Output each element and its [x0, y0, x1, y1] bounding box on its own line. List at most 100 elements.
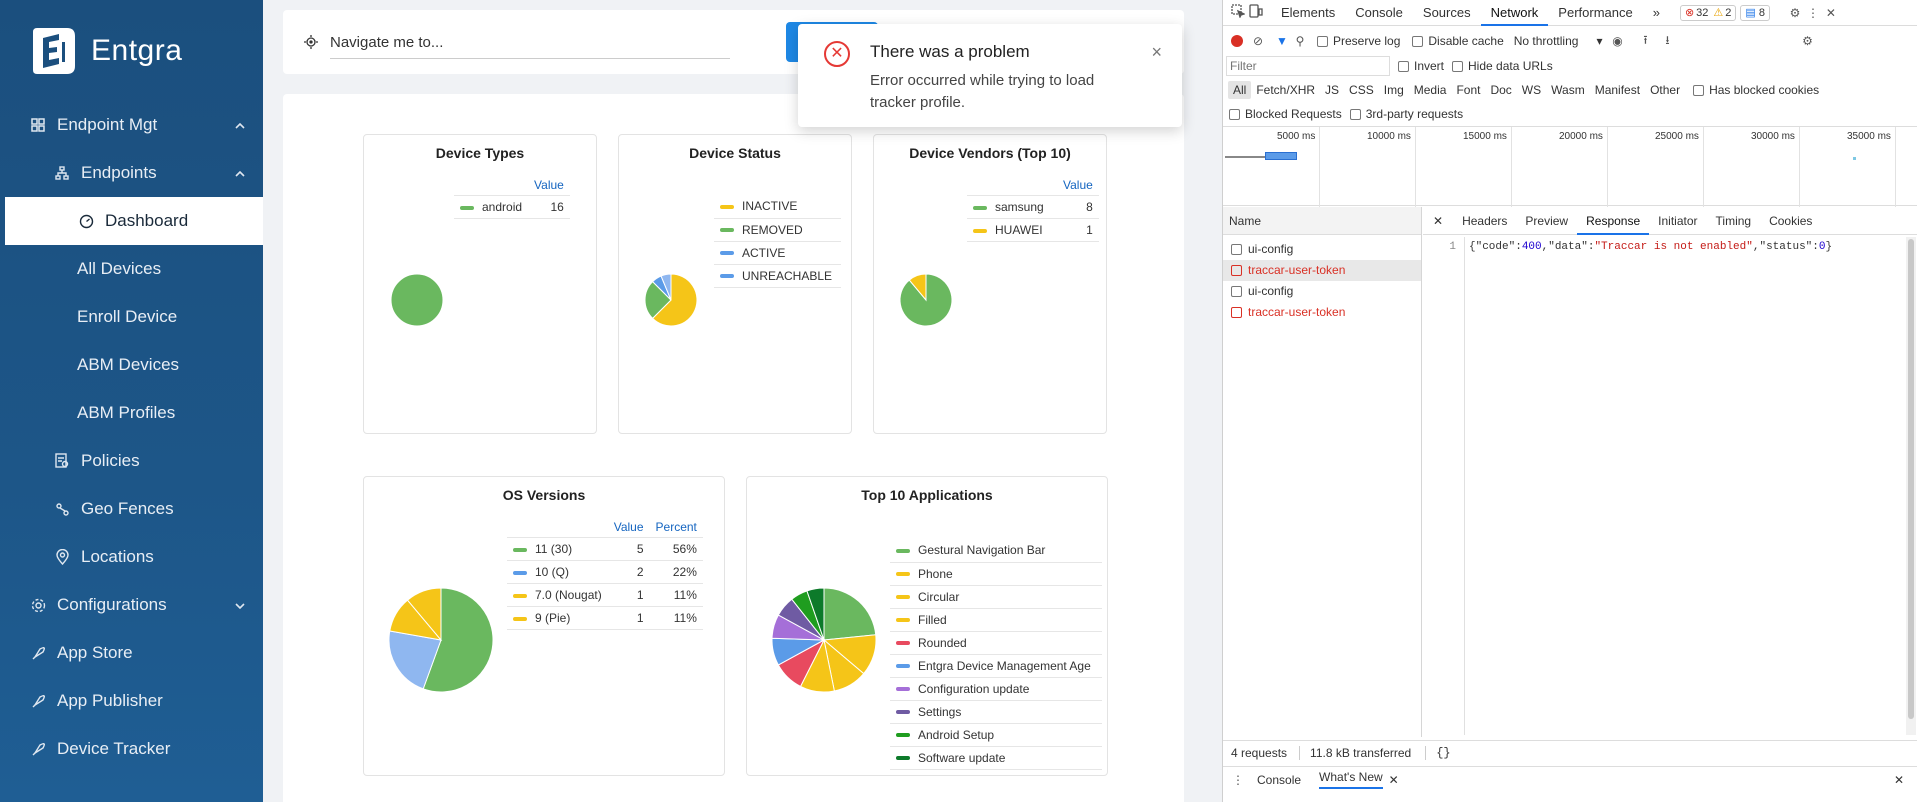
pie-slice[interactable]	[806, 587, 825, 641]
throttling-select[interactable]: No throttling	[1513, 34, 1579, 48]
error-count-badge[interactable]: ⊗ 32 ⚠ 2	[1679, 4, 1737, 21]
record-icon[interactable]	[1231, 35, 1243, 47]
tab-performance[interactable]: Performance	[1558, 4, 1633, 20]
tab-response[interactable]: Response	[1577, 207, 1650, 235]
tab-preview[interactable]: Preview	[1525, 213, 1569, 228]
network-timeline[interactable]: 5000 ms 10000 ms 15000 ms 20000 ms 25000…	[1223, 126, 1917, 207]
sidebar-item-enroll-device[interactable]: Enroll Device	[5, 293, 263, 341]
sidebar-item-configurations[interactable]: Configurations	[5, 581, 263, 629]
pie-slice[interactable]	[422, 587, 494, 693]
hide-data-urls-checkbox[interactable]	[1452, 60, 1464, 72]
invert-checkbox[interactable]	[1398, 60, 1409, 72]
drawer-tab-console[interactable]: Console	[1257, 772, 1302, 787]
grid-icon	[29, 116, 47, 134]
drawer-tab-whats-new[interactable]: What's New	[1319, 770, 1383, 789]
preserve-log-checkbox[interactable]	[1317, 35, 1328, 47]
pie-slice[interactable]	[908, 273, 927, 302]
tab-sources[interactable]: Sources	[1422, 4, 1471, 20]
swatch	[513, 593, 527, 598]
request-file-icon	[1231, 244, 1242, 255]
scrollbar-thumb[interactable]	[1908, 239, 1914, 719]
name-column-header[interactable]: Name	[1223, 207, 1421, 235]
wifi-icon[interactable]: ◉	[1612, 34, 1623, 48]
filter-manifest[interactable]: Manifest	[1594, 83, 1641, 97]
pie-slice[interactable]	[823, 587, 877, 641]
tab-headers[interactable]: Headers	[1462, 213, 1508, 228]
sidebar-item-dashboard[interactable]: Dashboard	[5, 197, 263, 245]
close-devtools-icon[interactable]: ✕	[1825, 5, 1836, 20]
pie-slice[interactable]	[660, 273, 672, 301]
tab-console[interactable]: Console	[1355, 4, 1403, 20]
sidebar-item-abm-profiles[interactable]: ABM Profiles	[5, 389, 263, 437]
tab-timing[interactable]: Timing	[1715, 213, 1752, 228]
sidebar-item-all-devices[interactable]: All Devices	[5, 245, 263, 293]
pie-slice[interactable]	[651, 273, 698, 327]
sidebar-item-locations[interactable]: Locations	[5, 533, 263, 581]
sidebar-item-endpoints[interactable]: Endpoints	[5, 149, 263, 197]
request-row[interactable]: traccar-user-token	[1223, 302, 1421, 323]
filter-ws[interactable]: WS	[1521, 83, 1542, 97]
close-detail-icon[interactable]: ✕	[1433, 213, 1444, 228]
json-token: {"code":	[1469, 241, 1522, 253]
filter-other[interactable]: Other	[1650, 83, 1681, 97]
filter-icon[interactable]: ▼	[1276, 34, 1288, 48]
network-settings-icon[interactable]: ⚙	[1802, 34, 1813, 48]
pie-slice[interactable]	[388, 630, 442, 690]
request-row[interactable]: ui-config	[1223, 281, 1421, 302]
inspect-icon[interactable]	[1229, 4, 1247, 21]
disable-cache-checkbox[interactable]	[1412, 35, 1424, 47]
legend-row: Filled	[890, 608, 1102, 632]
clear-icon[interactable]: ⊘	[1252, 34, 1264, 48]
pie-slice[interactable]	[390, 273, 444, 327]
gear-icon[interactable]: ⚙	[1789, 5, 1801, 20]
tab-initiator[interactable]: Initiator	[1658, 213, 1698, 228]
has-blocked-cookies-checkbox[interactable]	[1693, 84, 1705, 96]
drawer-menu-icon[interactable]: ⋮	[1232, 772, 1244, 787]
sidebar-item-app-publisher[interactable]: App Publisher	[5, 677, 263, 725]
device-toolbar-icon[interactable]	[1247, 4, 1265, 21]
close-drawer-icon[interactable]: ✕	[1893, 772, 1904, 787]
tab-elements[interactable]: Elements	[1281, 4, 1336, 20]
filter-font[interactable]: Font	[1456, 83, 1481, 97]
scrollbar[interactable]	[1906, 237, 1916, 735]
rocket-icon	[29, 644, 47, 662]
pie-slice[interactable]	[644, 280, 672, 320]
third-party-checkbox[interactable]	[1349, 108, 1361, 120]
filter-js[interactable]: JS	[1325, 83, 1340, 97]
filter-all[interactable]: All	[1228, 81, 1252, 99]
device-vendors-legend: Value samsung 8 HUAWEI 1	[967, 175, 1099, 242]
more-tabs-icon[interactable]: »	[1652, 4, 1660, 20]
timeline-bar	[1853, 157, 1856, 160]
sidebar-item-endpoint-mgt[interactable]: Endpoint Mgt	[5, 101, 263, 149]
filter-css[interactable]: CSS	[1349, 83, 1374, 97]
filter-doc[interactable]: Doc	[1490, 83, 1512, 97]
sidebar: Entgra Endpoint Mgt Endpoints Dashboard …	[0, 0, 263, 802]
pie-slice[interactable]	[406, 587, 442, 642]
blocked-requests-checkbox[interactable]	[1229, 108, 1240, 120]
sidebar-item-device-tracker[interactable]: Device Tracker	[5, 725, 263, 773]
tab-network[interactable]: Network	[1480, 0, 1549, 26]
kebab-menu-icon[interactable]: ⋮	[1806, 5, 1819, 20]
pretty-print-button[interactable]: {}	[1425, 745, 1451, 760]
sidebar-item-geo-fences[interactable]: Geo Fences	[5, 485, 263, 533]
filter-fetch-xhr[interactable]: Fetch/XHR	[1256, 83, 1316, 97]
filter-img[interactable]: Img	[1383, 83, 1404, 97]
request-name: ui-config	[1248, 284, 1294, 298]
filter-media[interactable]: Media	[1413, 83, 1447, 97]
sidebar-item-abm-devices[interactable]: ABM Devices	[5, 341, 263, 389]
request-row[interactable]: traccar-user-token	[1223, 260, 1421, 281]
filter-input[interactable]	[1226, 56, 1390, 76]
request-row[interactable]: ui-config	[1223, 239, 1421, 260]
tab-cookies[interactable]: Cookies	[1769, 213, 1813, 228]
upload-icon[interactable]: ⭱	[1643, 32, 1648, 47]
logo[interactable]: Entgra	[29, 24, 182, 78]
navigate-input[interactable]	[330, 27, 730, 59]
sidebar-item-app-store[interactable]: App Store	[5, 629, 263, 677]
search-icon[interactable]: ⚲	[1295, 34, 1305, 48]
message-count-badge[interactable]: ▤ 8	[1740, 4, 1770, 21]
sidebar-item-policies[interactable]: Policies	[5, 437, 263, 485]
close-tab-icon[interactable]: ✕	[1388, 772, 1399, 787]
close-icon[interactable]: ×	[1151, 42, 1162, 62]
download-icon[interactable]: ⭳	[1665, 32, 1670, 47]
filter-wasm[interactable]: Wasm	[1551, 83, 1585, 97]
